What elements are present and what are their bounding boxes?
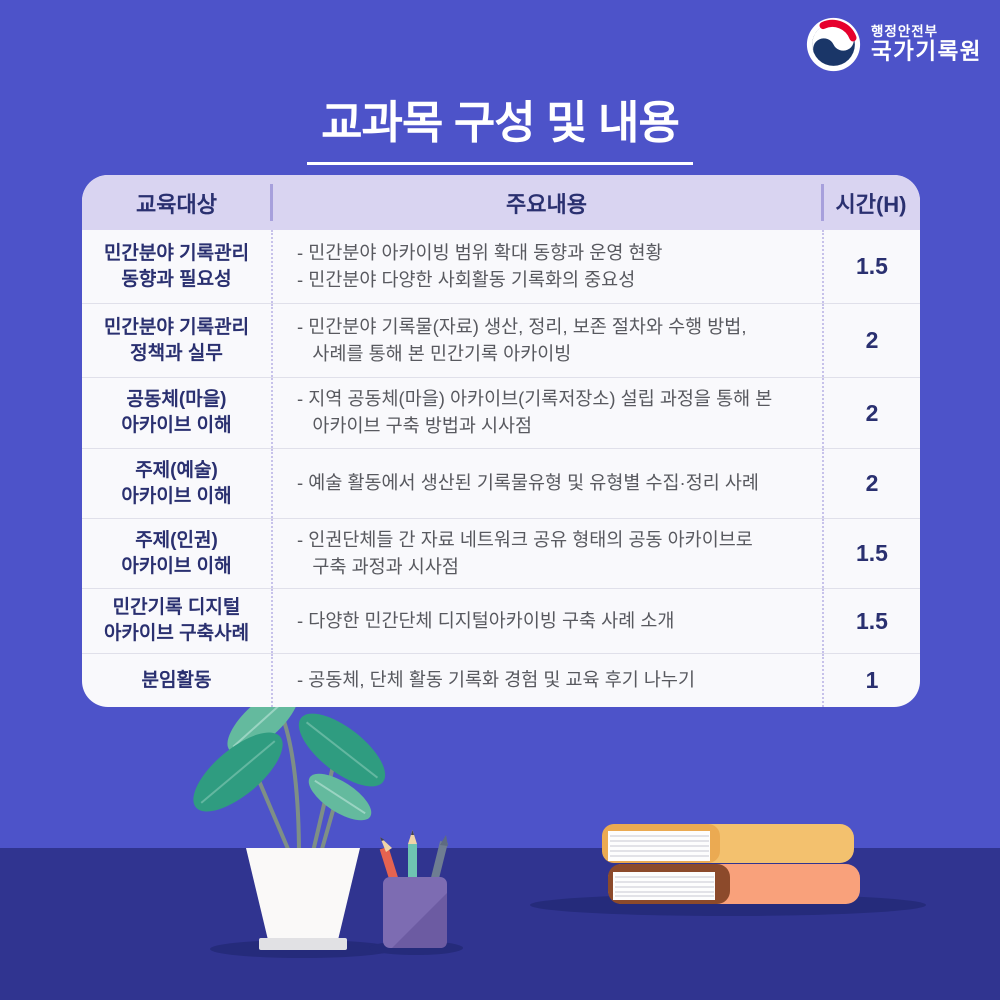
education-target-cell: 분임활동	[141, 669, 212, 691]
book-top	[602, 824, 854, 863]
main-content-cell: - 공동체, 단체 활동 기록화 경험 및 교육 후기 나누기	[271, 654, 822, 707]
korea-government-emblem-icon	[806, 17, 861, 72]
table-row: 민간기록 디지털 아카이브 구축사례 - 다양한 민간단체 디지털아카이빙 구축…	[82, 588, 920, 653]
national-archives-logo: 행정안전부 국가기록원	[805, 16, 982, 73]
table-header-row: 교육대상 주요내용 시간(H)	[82, 175, 920, 230]
table-row: 민간분야 기록관리 정책과 실무 - 민간분야 기록물(자료) 생산, 정리, …	[82, 303, 920, 377]
education-target-cell: 공동체(마을) 아카이브 이해	[121, 389, 232, 436]
plant-pot	[246, 848, 360, 940]
main-content-cell: - 지역 공동체(마을) 아카이브(기록저장소) 설립 과정을 통해 본 아카이…	[271, 378, 822, 448]
hours-cell: 2	[822, 449, 920, 518]
education-target-cell: 주제(인권) 아카이브 이해	[121, 529, 232, 577]
table-row: 민간분야 기록관리 동향과 필요성 - 민간분야 아카이빙 범위 확대 동향과 …	[82, 230, 920, 303]
hours-cell: 1.5	[822, 519, 920, 588]
header-hours: 시간(H)	[835, 191, 907, 217]
education-target-cell: 주제(예술) 아카이브 이해	[121, 459, 232, 507]
header-divider	[270, 184, 273, 221]
hours-cell: 1.5	[822, 589, 920, 653]
logo-ministry-label: 행정안전부	[870, 23, 939, 39]
hours-cell: 1.5	[822, 230, 920, 303]
table-body: 민간분야 기록관리 동향과 필요성 - 민간분야 아카이빙 범위 확대 동향과 …	[82, 230, 920, 707]
desk-scene-illustration	[0, 687, 1000, 1000]
logo-text: 행정안전부 국가기록원	[871, 24, 982, 65]
title-area: 교과목 구성 및 내용	[0, 86, 1000, 165]
table-row: 분임활동 - 공동체, 단체 활동 기록화 경험 및 교육 후기 나누기 1	[82, 653, 920, 707]
header-education-target: 교육대상	[136, 191, 217, 217]
education-target-cell: 민간기록 디지털 아카이브 구축사례	[103, 597, 250, 644]
main-content-cell: - 예술 활동에서 생산된 기록물유형 및 유형별 수집·정리 사례	[271, 449, 822, 518]
logo-org-label: 국가기록원	[870, 39, 982, 65]
main-content-cell: - 인권단체들 간 자료 네트워크 공유 형태의 공동 아카이브로 구축 과정과…	[271, 519, 822, 588]
stacked-books-illustration	[602, 824, 860, 904]
hours-cell: 2	[822, 304, 920, 377]
main-content-cell: - 민간분야 아카이빙 범위 확대 동향과 운영 현황 - 민간분야 다양한 사…	[271, 230, 822, 303]
table-row: 공동체(마을) 아카이브 이해 - 지역 공동체(마을) 아카이브(기록저장소)…	[82, 377, 920, 448]
table-row: 주제(예술) 아카이브 이해 - 예술 활동에서 생산된 기록물유형 및 유형별…	[82, 448, 920, 518]
header-divider	[821, 184, 824, 221]
table-row: 주제(인권) 아카이브 이해 - 인권단체들 간 자료 네트워크 공유 형태의 …	[82, 518, 920, 588]
main-content-cell: - 민간분야 기록물(자료) 생산, 정리, 보존 절차와 수행 방법, 사례를…	[271, 304, 822, 377]
curriculum-table: 교육대상 주요내용 시간(H) 민간분야 기록관리 동향과 필요성 - 민간분야…	[82, 175, 920, 707]
plant-pot-base	[259, 938, 347, 950]
education-target-cell: 민간분야 기록관리 동향과 필요성	[103, 242, 250, 290]
header-main-content: 주요내용	[506, 191, 587, 217]
page-title: 교과목 구성 및 내용	[307, 86, 693, 165]
hours-cell: 2	[822, 378, 920, 448]
cup-shading	[392, 893, 447, 948]
hours-cell: 1	[822, 654, 920, 707]
education-target-cell: 민간분야 기록관리 정책과 실무	[103, 316, 250, 364]
pencil-cup-illustration	[379, 830, 448, 948]
book-bottom	[608, 864, 860, 904]
main-content-cell: - 다양한 민간단체 디지털아카이빙 구축 사례 소개	[271, 589, 822, 653]
